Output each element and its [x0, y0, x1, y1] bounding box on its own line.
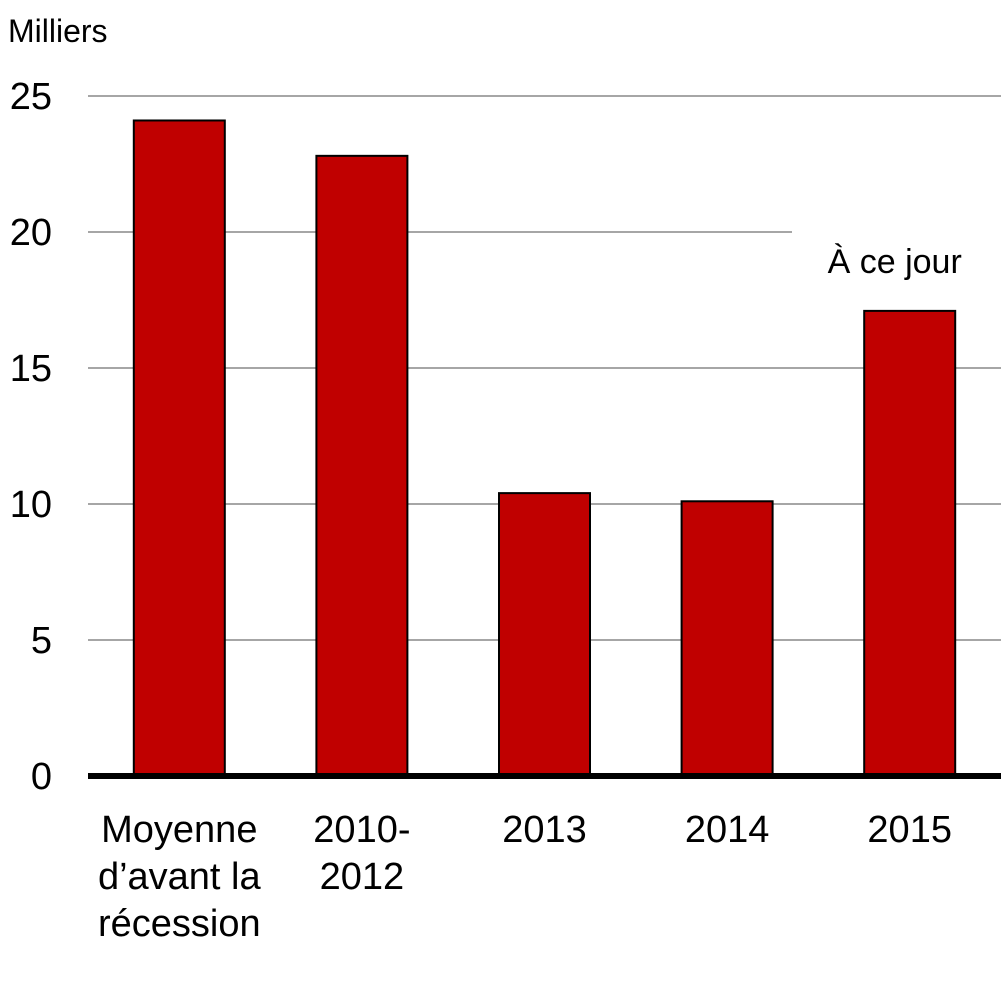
y-tick-label: 25 [10, 76, 52, 118]
y-tick-label: 15 [10, 348, 52, 390]
x-category-label: 2015 [867, 809, 952, 851]
y-tick-label: 20 [10, 212, 52, 254]
x-category-label-line: Moyenne [101, 809, 257, 851]
x-category-label-line: 2015 [867, 809, 952, 851]
bar [680, 500, 774, 777]
bar [498, 492, 591, 777]
x-category-label-line: d’avant la [98, 856, 262, 898]
bar [132, 119, 226, 778]
bar [315, 154, 409, 777]
y-axis-label: Milliers [8, 13, 108, 49]
x-category-label-line: 2013 [502, 809, 587, 851]
x-category-label: 2013 [502, 809, 587, 851]
x-category-label: Moyenne d’avant la récession [98, 809, 262, 945]
x-category-label-line: 2010- [313, 809, 410, 851]
y-tick-label: 0 [31, 756, 52, 798]
x-category-label: 2010- 2012 [313, 809, 410, 898]
x-category-label-line: 2014 [685, 809, 770, 851]
annotation-label: À ce jour [828, 243, 962, 281]
y-tick-label: 10 [10, 484, 52, 526]
x-category-label: 2014 [685, 809, 770, 851]
bar [863, 309, 957, 777]
bars [132, 119, 957, 778]
x-category-label-line: récession [98, 903, 261, 945]
x-category-labels: Moyenne d’avant la récession 2010- 2012 2013 2… [98, 809, 952, 945]
y-tick-labels: 0 5 10 15 20 25 [10, 76, 52, 798]
y-tick-label: 5 [31, 620, 52, 662]
x-category-label-line: 2012 [320, 856, 405, 898]
